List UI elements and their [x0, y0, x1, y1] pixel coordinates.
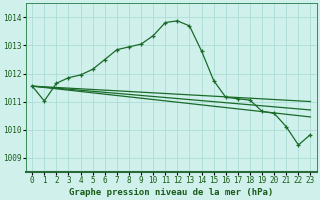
X-axis label: Graphe pression niveau de la mer (hPa): Graphe pression niveau de la mer (hPa): [69, 188, 274, 197]
